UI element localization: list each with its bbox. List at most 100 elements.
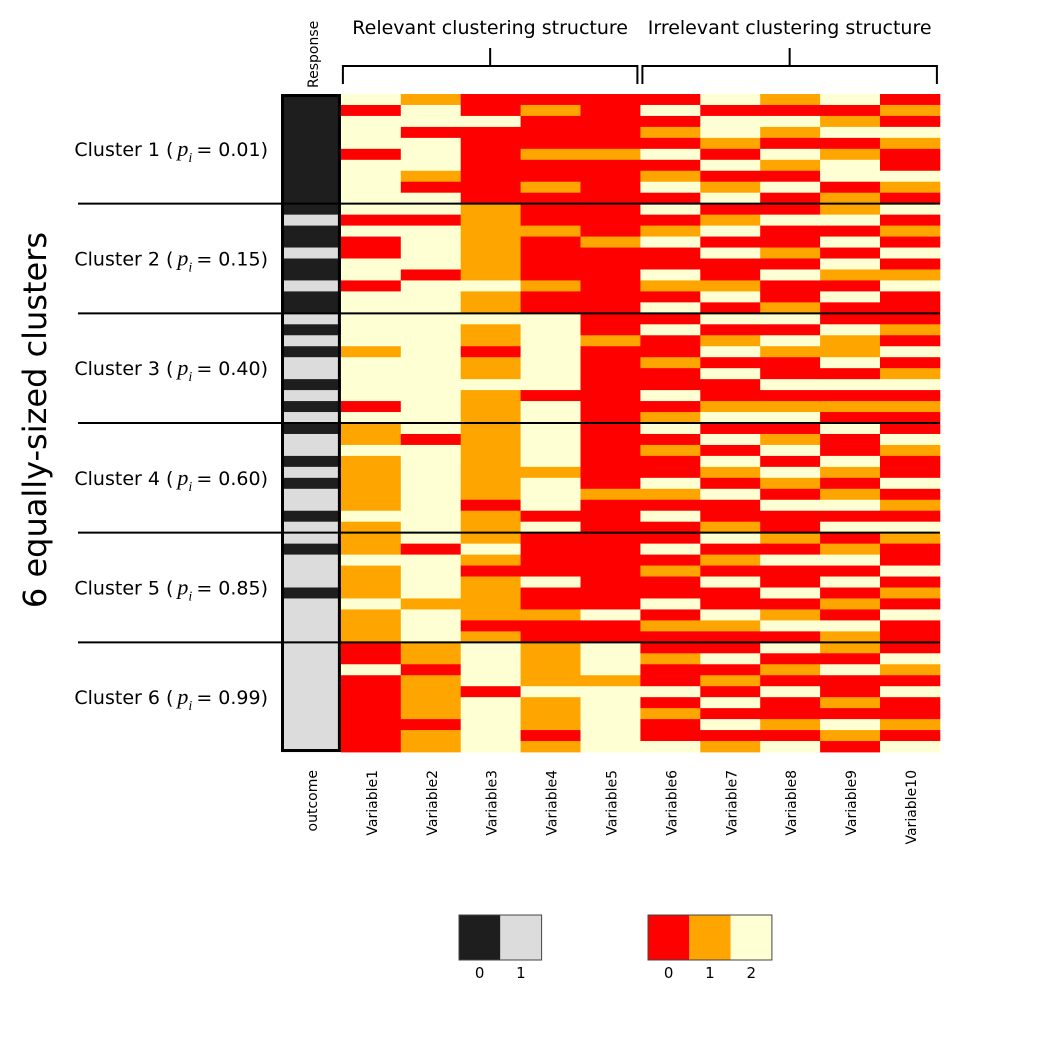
cell (820, 115, 881, 128)
cell (640, 642, 701, 654)
cell (400, 719, 462, 731)
cell (820, 730, 881, 742)
cell (460, 730, 521, 742)
cell (580, 115, 641, 128)
cell (760, 115, 821, 128)
cell (880, 137, 941, 150)
cell (400, 313, 462, 325)
cell (700, 576, 761, 588)
cell (880, 236, 941, 248)
cell (460, 203, 521, 216)
cell (400, 291, 462, 303)
cell (760, 203, 821, 216)
cluster-prefix: Cluster 4 ( (74, 468, 173, 490)
cell (460, 280, 521, 292)
cell (400, 258, 462, 270)
cell (520, 412, 581, 424)
cell (880, 126, 941, 139)
cell (880, 423, 941, 435)
cluster-suffix: = 0.01) (196, 139, 268, 161)
cell (400, 499, 462, 512)
cell (520, 609, 581, 621)
cell (340, 620, 402, 632)
cell (760, 357, 821, 369)
cell (520, 653, 581, 665)
cell (880, 532, 941, 545)
cell (520, 543, 581, 555)
cell (700, 324, 761, 336)
cell (520, 159, 581, 172)
cell (400, 576, 462, 588)
cell (640, 357, 701, 369)
column-label: Variable1 (365, 770, 381, 836)
cell (400, 532, 462, 545)
cell (880, 697, 941, 709)
cell (460, 379, 521, 391)
cell (760, 609, 821, 621)
cell (640, 719, 701, 731)
cell (820, 620, 881, 632)
cell (460, 126, 521, 139)
column-label: Variable9 (844, 770, 860, 836)
cell (640, 401, 701, 413)
cell (400, 697, 462, 709)
cell (460, 181, 521, 194)
cell (520, 675, 581, 687)
cell (760, 686, 821, 698)
cell (820, 697, 881, 709)
cell (820, 170, 881, 183)
cell (820, 741, 881, 753)
cell (281, 324, 342, 336)
cell (281, 423, 342, 435)
cell (880, 686, 941, 698)
cell (340, 159, 402, 172)
cell (580, 609, 641, 621)
cell (700, 269, 761, 281)
cell (340, 477, 402, 490)
cell (700, 236, 761, 248)
cell (700, 620, 761, 632)
cell (460, 477, 521, 490)
cell (700, 741, 761, 753)
cell (580, 247, 641, 259)
cell (820, 148, 881, 161)
legend-swatch (689, 915, 731, 960)
cell (760, 477, 821, 490)
cell (400, 631, 462, 643)
cell (880, 466, 941, 479)
cell (340, 664, 402, 676)
cell (820, 203, 881, 216)
cell (820, 302, 881, 314)
cell (820, 324, 881, 336)
cell (460, 236, 521, 248)
cell (640, 444, 701, 457)
cell (340, 466, 402, 479)
cell (640, 148, 701, 161)
cell (880, 708, 941, 720)
cell (580, 510, 641, 523)
cell (520, 521, 581, 534)
cell (460, 664, 521, 676)
cell (700, 159, 761, 172)
cell (760, 620, 821, 632)
cell (400, 236, 462, 248)
heatmap-column (820, 94, 881, 753)
cell (880, 620, 941, 632)
cell (281, 664, 342, 676)
cell (400, 104, 462, 117)
cell (340, 598, 402, 610)
cell (460, 455, 521, 468)
cell (640, 247, 701, 259)
cell (281, 280, 342, 292)
cell (880, 390, 941, 402)
cell (340, 510, 402, 523)
cell (760, 730, 821, 742)
cell (281, 741, 342, 753)
cell (820, 488, 881, 501)
cell (760, 554, 821, 566)
cell (880, 401, 941, 413)
cell (640, 653, 701, 665)
cell (400, 203, 462, 216)
cell (281, 115, 342, 128)
cell (700, 302, 761, 314)
